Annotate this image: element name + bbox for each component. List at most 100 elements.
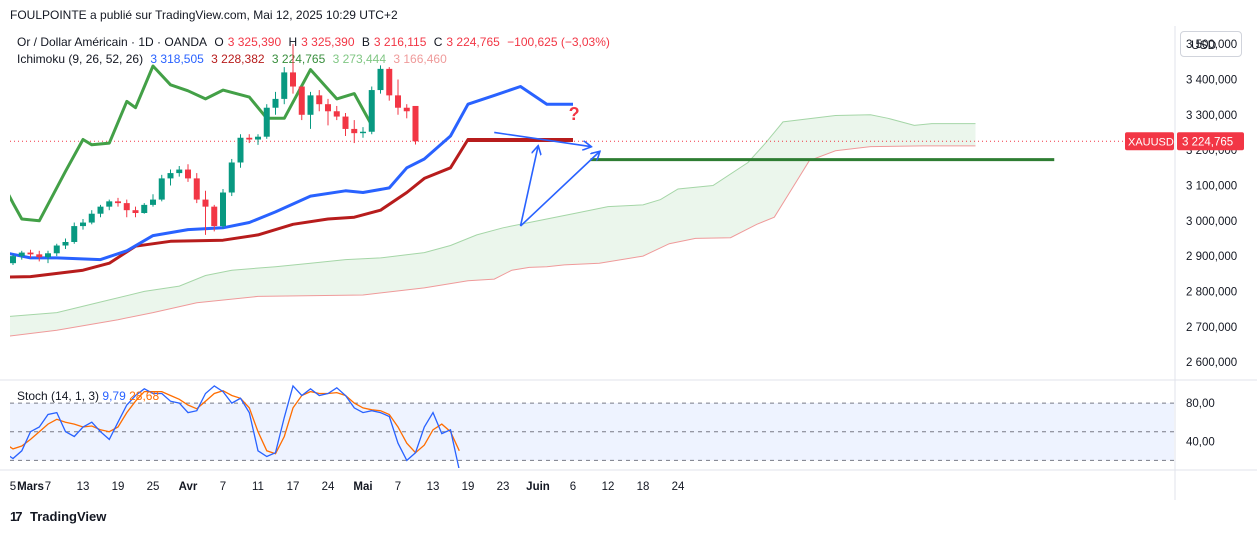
- time-tick-label: 7: [45, 481, 51, 493]
- candle-body: [18, 252, 25, 257]
- symbol-name[interactable]: Or / Dollar Américain · 1D · OANDA: [17, 35, 208, 49]
- candle-body: [342, 116, 349, 129]
- candle-body: [36, 254, 43, 258]
- candle-body: [386, 68, 393, 96]
- stoch-legend[interactable]: Stoch (14, 1, 3) 9,79 28,68: [17, 389, 159, 403]
- ichimoku-span-a-value: 3 273,444: [332, 52, 387, 66]
- candle-body: [80, 222, 86, 227]
- price-tick-label: 3 000,000: [1186, 216, 1237, 228]
- candle-body: [360, 131, 366, 134]
- time-tick-label: 23: [497, 481, 510, 493]
- candle-body: [246, 137, 253, 140]
- candle-body: [351, 128, 358, 134]
- candle-body: [307, 95, 314, 115]
- candle-body: [325, 104, 331, 112]
- time-tick-label: 24: [672, 481, 685, 493]
- tradingview-mark-icon: 17: [10, 509, 22, 524]
- candle-body: [167, 173, 174, 179]
- price-tick-label: 3 400,000: [1186, 74, 1237, 86]
- ohlc-close-value: 3 224,765: [446, 35, 500, 49]
- annotation-arrow-1: [519, 147, 539, 227]
- candle-body: [333, 111, 340, 117]
- stoch-tick-label: 80,00: [1186, 398, 1215, 410]
- price-change: −100,625 (−3,03%): [507, 35, 610, 49]
- ohlc-low-value: 3 216,115: [373, 35, 427, 49]
- time-tick-label: 19: [462, 481, 475, 493]
- stoch-tick-label: 40,00: [1186, 436, 1215, 448]
- price-tick-label: 3 300,000: [1186, 110, 1237, 122]
- candle-body: [298, 86, 305, 115]
- ohlc-high-label: H: [288, 35, 298, 49]
- ichimoku-base-line: [10, 138, 573, 279]
- candle-body: [45, 253, 51, 258]
- time-tick-label: 25: [147, 481, 160, 493]
- published-by: FOULPOINTE a publié sur TradingView.com,…: [10, 8, 398, 22]
- annotation-arrow-2: [519, 152, 600, 227]
- price-tick-label: 2 600,000: [1186, 357, 1237, 369]
- price-tick-label: 2 800,000: [1186, 286, 1237, 298]
- candle-body: [220, 192, 226, 227]
- candle-body: [1, 263, 7, 271]
- ichimoku-conversion-line: [10, 85, 573, 262]
- ohlc-open-label: O: [214, 35, 224, 49]
- candle-body: [176, 169, 183, 174]
- ichimoku-legend[interactable]: Ichimoku (9, 26, 52, 26) 3 318,505 3 228…: [17, 52, 451, 66]
- candle-body: [202, 199, 209, 207]
- time-tick-label: 7: [220, 481, 226, 493]
- time-tick-label: 24: [322, 481, 335, 493]
- symbol-badge-label: XAUUSD: [1128, 136, 1174, 148]
- time-tick-label: 6: [570, 481, 576, 493]
- candle-body: [211, 206, 218, 227]
- last-price-label: 3 224,765: [1182, 136, 1233, 148]
- candle-body: [290, 72, 296, 87]
- candle-body: [255, 136, 261, 140]
- ichimoku-name: Ichimoku (9, 26, 52, 26): [17, 52, 144, 66]
- ichimoku-cloud: [10, 114, 976, 336]
- candle-body: [141, 204, 148, 214]
- time-tick-label: 13: [77, 481, 90, 493]
- candle-body: [237, 137, 244, 163]
- price-tick-label: 3 100,000: [1186, 180, 1237, 192]
- candle-body: [53, 245, 60, 254]
- currency-button[interactable]: USD: [1180, 31, 1242, 57]
- price-tick-label: 2 700,000: [1186, 322, 1237, 334]
- time-tick-label: Avr: [179, 481, 198, 493]
- candle-body: [368, 90, 375, 132]
- candle-body: [150, 199, 156, 205]
- tradingview-brand: TradingView: [30, 509, 107, 524]
- symbol-badge: [1125, 132, 1174, 151]
- stoch-name: Stoch (14, 1, 3): [17, 389, 100, 403]
- main-pane: ?: [1, 44, 1174, 337]
- stoch-d-value: 28,68: [129, 389, 160, 403]
- time-tick-label: Mai: [353, 481, 372, 493]
- candle-body: [158, 178, 165, 200]
- time-tick-label: 7: [395, 481, 401, 493]
- candle-body: [316, 95, 323, 105]
- ohlc-open-value: 3 325,390: [227, 35, 282, 49]
- ichimoku-span-a-line: [10, 114, 976, 317]
- ichimoku-span-b-line: [10, 145, 976, 337]
- candle-body: [395, 95, 401, 108]
- ichimoku-lagging-value: 3 224,765: [271, 52, 326, 66]
- candle-body: [88, 213, 95, 223]
- candle-body: [272, 98, 279, 108]
- stoch-k-line: [10, 384, 460, 468]
- tradingview-logo[interactable]: 17 TradingView: [10, 509, 106, 524]
- time-tick-label: Juin: [526, 481, 550, 493]
- time-tick-label: 5: [10, 481, 16, 493]
- ohlc-low-label: B: [361, 35, 370, 49]
- candle-body: [377, 68, 384, 91]
- candle-body: [62, 241, 69, 246]
- ohlc-high-value: 3 325,390: [301, 35, 355, 49]
- ichimoku-span-b-value: 3 166,460: [393, 52, 447, 66]
- candle-body: [115, 201, 121, 204]
- time-tick-label: Mars: [17, 481, 44, 493]
- annotation-question-mark: ?: [569, 104, 580, 124]
- candle-body: [123, 203, 130, 211]
- ichimoku-lagging-line: [10, 64, 374, 223]
- candle-body: [263, 107, 270, 137]
- ohlc-close-label: C: [433, 35, 443, 49]
- price-tick-label: 2 900,000: [1186, 251, 1237, 263]
